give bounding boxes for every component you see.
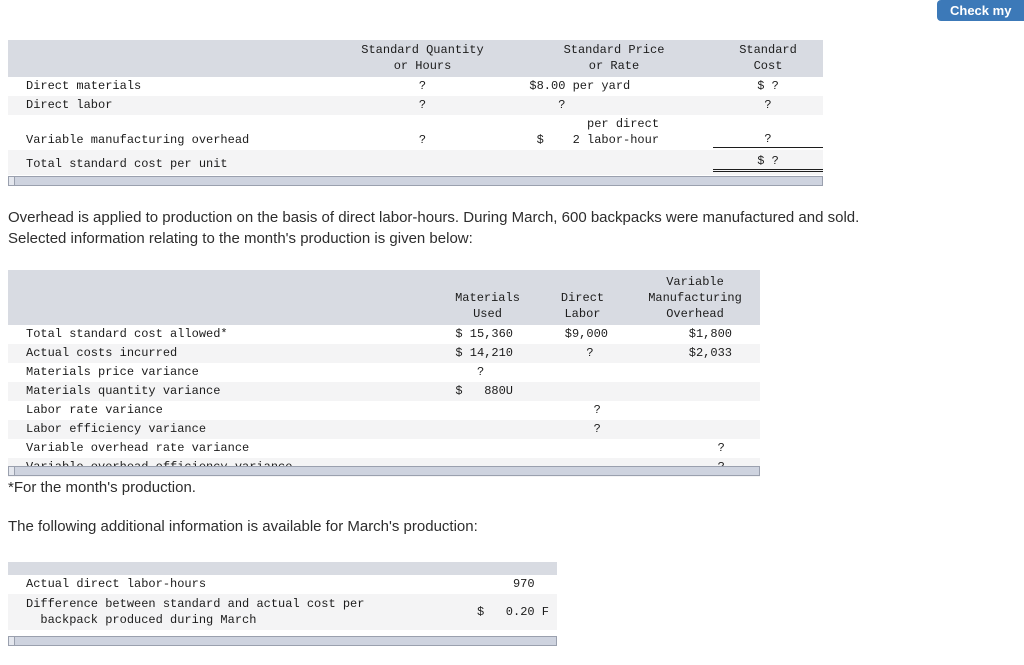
table-row-materials-quantity-variance: Materials quantity variance $ 880U — [8, 382, 760, 401]
table-row-cost-difference: Difference between standard and actual c… — [8, 594, 557, 630]
table-row-variable-overhead: Variable manufacturing overhead ? per di… — [8, 115, 823, 150]
cell-overhead: ? — [717, 441, 732, 455]
check-my-work-button[interactable]: Check my — [937, 0, 1024, 21]
horizontal-scrollbar[interactable] — [8, 466, 760, 476]
cell-labor: ? — [593, 422, 608, 436]
table-row-direct-labor: Direct labor ? ? ? — [8, 96, 823, 115]
cell-labor: ? — [586, 346, 608, 360]
intro-line-1: Overhead is applied to production on the… — [8, 209, 860, 226]
standard-cost-table: Standard Quantity or Hours Standard Pric… — [8, 40, 823, 175]
cell-price: per direct $ 2 labor-hour — [536, 117, 660, 147]
cell-materials: $ 880U — [455, 384, 513, 398]
col-header-materials-used: Materials Used — [455, 291, 520, 321]
row-label: Materials quantity variance — [26, 384, 221, 398]
col-header-standard-price: Standard Price or Rate — [563, 43, 665, 73]
variance-table: Materials Used Direct Labor Variable Man… — [8, 270, 760, 477]
table-row-voh-rate-variance: Variable overhead rate variance ? — [8, 439, 760, 458]
row-label: Actual direct labor-hours — [26, 577, 207, 591]
footnote: *For the month's production. — [8, 479, 196, 496]
row-label: Labor rate variance — [26, 403, 163, 417]
intro-paragraph: Overhead is applied to production on the… — [8, 207, 1021, 249]
cell-labor: $9,000 — [564, 327, 608, 341]
cell-materials: $ 15,360 — [455, 327, 513, 341]
cell-overhead: $1,800 — [688, 327, 732, 341]
table-row-labor-efficiency-variance: Labor efficiency variance ? — [8, 420, 760, 439]
col-header-variable-overhead: Variable Manufacturing Overhead — [648, 275, 742, 321]
table-row-standard-cost-allowed: Total standard cost allowed* $ 15,360 $9… — [8, 325, 760, 344]
cell-labor: ? — [593, 403, 608, 417]
cell-materials: ? — [476, 365, 513, 379]
row-label: Variable overhead rate variance — [26, 441, 250, 455]
table-row-total-standard-cost: Total standard cost per unit $ ? — [8, 150, 823, 175]
cell-overhead: $2,033 — [688, 346, 732, 360]
cell-cost: $ ? — [757, 79, 779, 93]
cell-price: ? — [515, 98, 566, 112]
cell-price: $8.00 per yard — [515, 79, 631, 93]
horizontal-scrollbar[interactable] — [8, 176, 823, 186]
table-row-actual-costs: Actual costs incurred $ 14,210 ? $2,033 — [8, 344, 760, 363]
additional-info-heading: The following additional information is … — [8, 518, 478, 535]
additional-info-table: Actual direct labor-hours 970 Difference… — [8, 562, 557, 630]
row-label: Direct materials — [26, 79, 142, 93]
cell-value: 970 — [512, 577, 549, 591]
table-row-labor-rate-variance: Labor rate variance ? — [8, 401, 760, 420]
cell-value: $ 0.20 F — [476, 605, 549, 619]
cell-cost: ? — [713, 131, 823, 148]
row-label: Total standard cost allowed* — [26, 327, 228, 341]
additional-info-table-header — [8, 562, 557, 575]
cell-materials: $ 14,210 — [455, 346, 513, 360]
standard-cost-table-header: Standard Quantity or Hours Standard Pric… — [8, 40, 823, 77]
row-label: Labor efficiency variance — [26, 422, 207, 436]
col-header-standard-cost: Standard Cost — [739, 43, 797, 73]
intro-line-2: Selected information relating to the mon… — [8, 230, 473, 247]
row-label: Variable manufacturing overhead — [26, 133, 250, 147]
col-header-direct-labor: Direct Labor — [560, 291, 605, 321]
scrollbar-thumb[interactable] — [9, 637, 15, 645]
cell-quantity: ? — [418, 98, 427, 112]
variance-table-header: Materials Used Direct Labor Variable Man… — [8, 270, 760, 325]
table-row-direct-materials: Direct materials ? $8.00 per yard $ ? — [8, 77, 823, 96]
cell-quantity: ? — [418, 79, 427, 93]
row-label: Direct labor — [26, 98, 113, 112]
cell-quantity: ? — [418, 133, 427, 147]
row-label: Actual costs incurred — [26, 346, 178, 360]
table-row-materials-price-variance: Materials price variance ? — [8, 363, 760, 382]
col-header-standard-quantity: Standard Quantity or Hours — [361, 43, 484, 73]
cell-cost: ? — [764, 98, 772, 112]
row-label: Materials price variance — [26, 365, 199, 379]
cell-cost-total: $ ? — [713, 153, 823, 172]
table-row-actual-labor-hours: Actual direct labor-hours 970 — [8, 575, 557, 594]
scrollbar-thumb[interactable] — [9, 467, 15, 475]
row-label: Total standard cost per unit — [26, 157, 228, 171]
scrollbar-thumb[interactable] — [9, 177, 15, 185]
row-label: Difference between standard and actual c… — [26, 597, 365, 627]
horizontal-scrollbar[interactable] — [8, 636, 557, 646]
